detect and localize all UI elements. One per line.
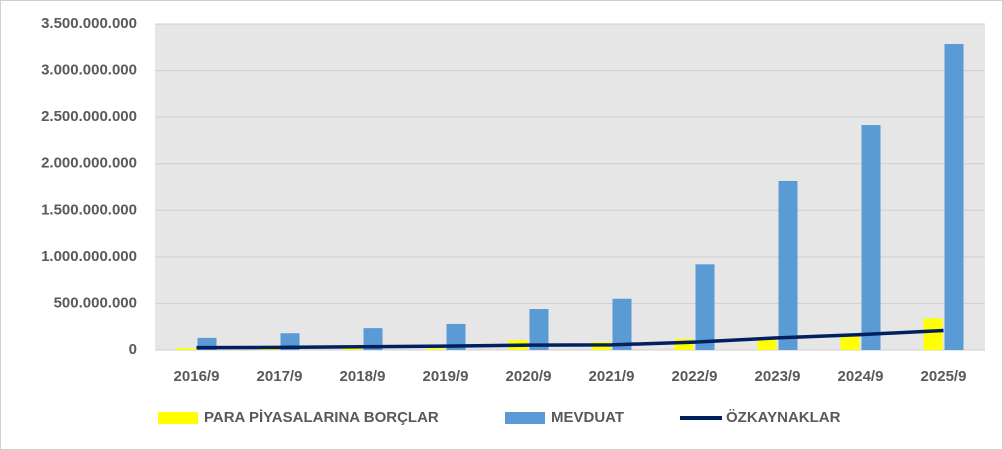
bar: [674, 339, 694, 350]
x-tick-label: 2023/9: [755, 368, 801, 385]
y-tick-label: 1.000.000.000: [41, 248, 137, 265]
y-tick-label: 500.000.000: [54, 294, 137, 311]
line-series: [196, 328, 944, 350]
bar: [840, 336, 860, 350]
x-tick-label: 2016/9: [174, 368, 220, 385]
legend-swatch: [505, 412, 545, 424]
bar: [446, 323, 466, 350]
legend-label: PARA PİYASALARINA BORÇLAR: [204, 409, 439, 426]
x-tick-label: 2017/9: [257, 368, 303, 385]
bar: [342, 348, 362, 350]
bar: [176, 348, 196, 350]
x-tick-label: 2019/9: [423, 368, 469, 385]
x-tick-label: 2021/9: [589, 368, 635, 385]
legend-label: ÖZKAYNAKLAR: [726, 409, 841, 426]
x-tick-label: 2024/9: [838, 368, 884, 385]
legend-swatch: [158, 412, 198, 424]
y-tick-label: 0: [129, 341, 137, 358]
legend-label: MEVDUAT: [551, 409, 624, 426]
y-tick-label: 2.500.000.000: [41, 108, 137, 125]
bar: [529, 309, 549, 350]
bar: [778, 180, 798, 350]
x-tick-label: 2022/9: [672, 368, 718, 385]
y-tick-label: 3.000.000.000: [41, 62, 137, 79]
bar: [259, 349, 279, 350]
plot-area: [155, 24, 985, 350]
bar: [944, 44, 964, 350]
bar: [923, 318, 943, 350]
x-tick-label: 2018/9: [340, 368, 386, 385]
bar: [695, 264, 715, 350]
bar: [363, 328, 383, 350]
y-tick-label: 3.500.000.000: [41, 15, 137, 32]
y-tick-label: 1.500.000.000: [41, 201, 137, 218]
bar: [612, 298, 632, 350]
x-tick-label: 2020/9: [506, 368, 552, 385]
x-tick-label: 2025/9: [921, 368, 967, 385]
bar: [425, 348, 445, 350]
y-tick-label: 2.000.000.000: [41, 155, 137, 172]
bar: [757, 337, 777, 350]
bar: [861, 125, 881, 350]
